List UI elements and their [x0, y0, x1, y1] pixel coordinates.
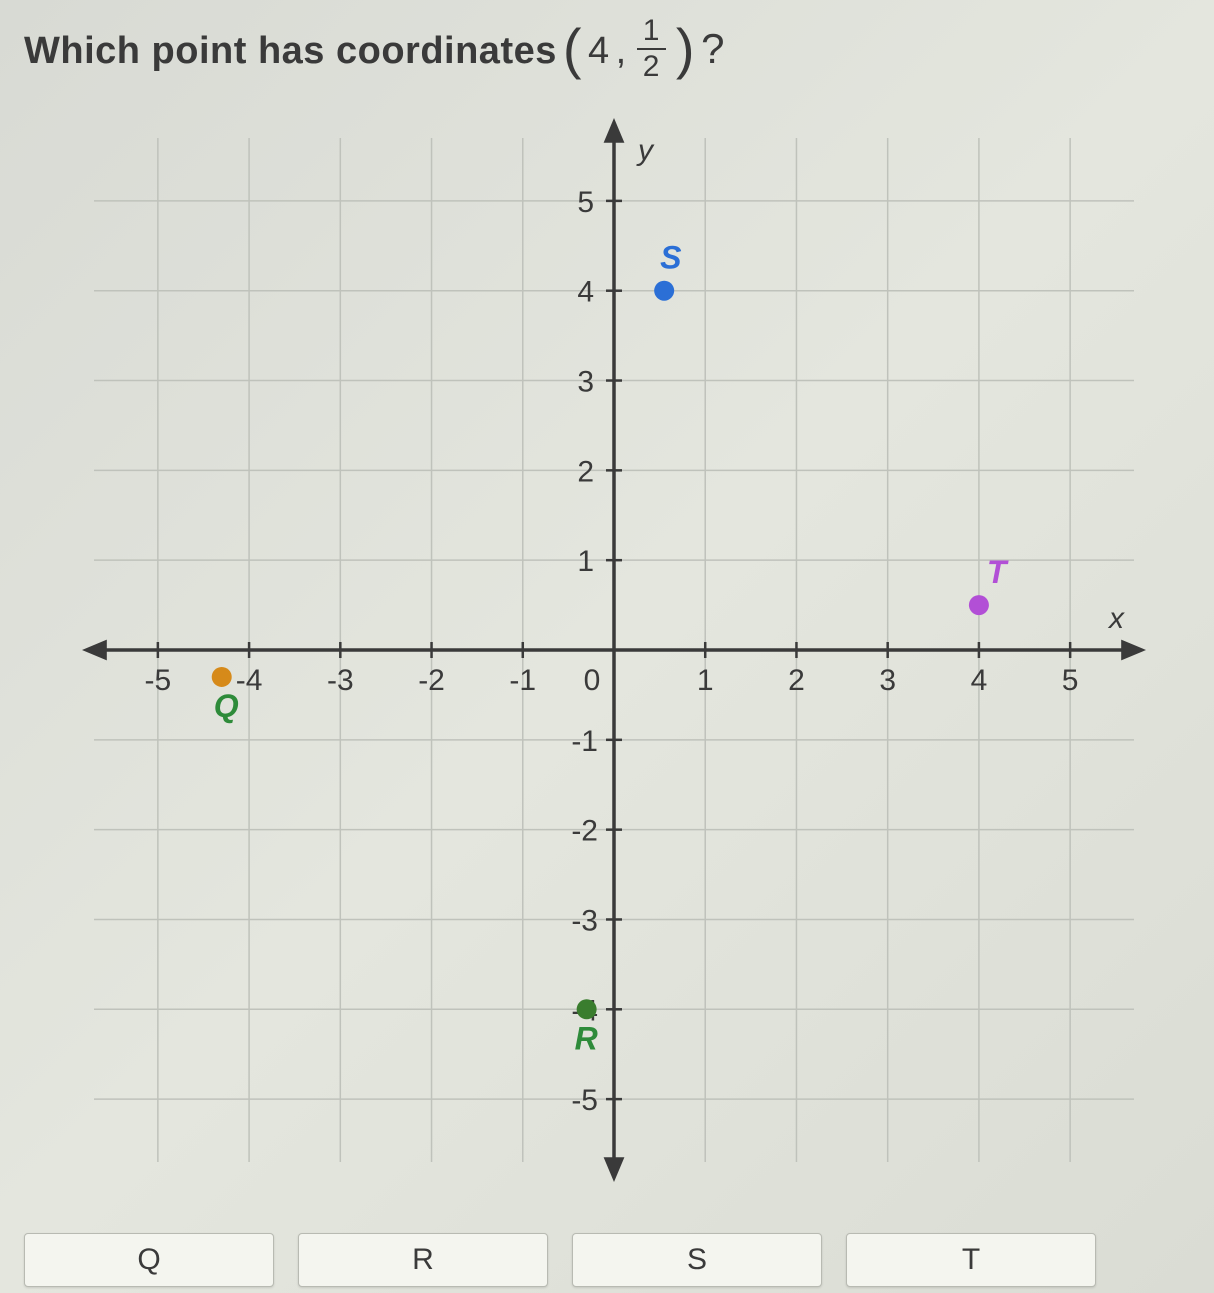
coord-x-value: 4	[588, 30, 610, 73]
svg-text:4: 4	[577, 276, 594, 309]
question-mark: ?	[701, 28, 725, 70]
svg-text:-1: -1	[509, 664, 536, 697]
point-label-s: S	[660, 240, 682, 276]
page-root: Which point has coordinates ( 4 , 1 2 ) …	[0, 0, 1214, 1293]
question-prefix: Which point has coordinates	[24, 30, 557, 73]
svg-text:5: 5	[577, 186, 594, 219]
point-t[interactable]	[969, 595, 989, 615]
svg-text:5: 5	[1062, 664, 1079, 697]
svg-text:x: x	[1107, 602, 1125, 635]
svg-text:3: 3	[879, 664, 896, 697]
svg-text:-3: -3	[571, 904, 598, 937]
coord-comma: ,	[616, 30, 627, 73]
coordinate-grid: -5-4-3-2-101234512345-1-2-3-4-5yxQRST	[54, 118, 1174, 1182]
answer-q[interactable]: Q	[24, 1233, 274, 1287]
point-r[interactable]	[577, 999, 597, 1019]
point-label-q: Q	[214, 688, 239, 724]
svg-text:1: 1	[577, 545, 594, 578]
answer-t[interactable]: T	[846, 1233, 1096, 1287]
svg-text:0: 0	[584, 664, 601, 697]
svg-text:-5: -5	[145, 664, 172, 697]
fraction-denominator: 2	[643, 50, 660, 82]
svg-text:-5: -5	[571, 1084, 598, 1117]
svg-text:-4: -4	[236, 664, 263, 697]
svg-text:-1: -1	[571, 725, 598, 758]
svg-text:4: 4	[971, 664, 988, 697]
svg-text:1: 1	[697, 664, 714, 697]
point-s[interactable]	[654, 281, 674, 301]
svg-text:-2: -2	[418, 664, 445, 697]
answer-row: QRST	[24, 1233, 1190, 1287]
coord-close-paren: )	[676, 21, 695, 77]
chart-svg: -5-4-3-2-101234512345-1-2-3-4-5yxQRST	[54, 118, 1174, 1182]
coord-y-fraction: 1 2	[637, 16, 666, 82]
svg-text:-3: -3	[327, 664, 354, 697]
svg-text:3: 3	[577, 366, 594, 399]
point-label-r: R	[575, 1020, 598, 1056]
answer-s[interactable]: S	[572, 1233, 822, 1287]
svg-text:-2: -2	[571, 815, 598, 848]
point-label-t: T	[987, 554, 1009, 590]
answer-r[interactable]: R	[298, 1233, 548, 1287]
fraction-numerator: 1	[637, 16, 666, 50]
svg-text:y: y	[636, 134, 655, 167]
question-text: Which point has coordinates ( 4 , 1 2 ) …	[24, 18, 1190, 84]
svg-text:2: 2	[788, 664, 805, 697]
coord-open-paren: (	[563, 21, 582, 77]
point-q[interactable]	[212, 667, 232, 687]
svg-text:2: 2	[577, 455, 594, 488]
